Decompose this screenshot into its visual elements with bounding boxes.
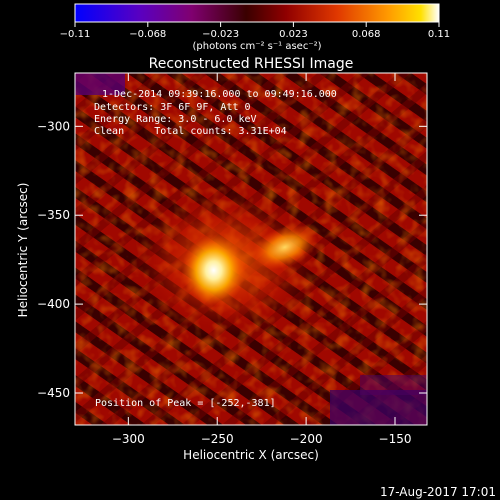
colorbar: −0.11 −0.068 −0.023 0.023 0.068 0.11 (photons… xyxy=(60,3,450,52)
y-tick-label: −300 xyxy=(37,119,70,133)
y-tick-label: −400 xyxy=(37,297,70,311)
peak-source xyxy=(181,234,246,307)
y-tick-label: −350 xyxy=(37,208,70,222)
colorbar-ticks: −0.11 −0.068 −0.023 0.023 0.068 0.11 xyxy=(60,22,450,40)
annotation-detectors: Detectors: 3F 6F 9F, Att 0 xyxy=(94,102,251,113)
colorbar-tick-label: 0.11 xyxy=(428,29,450,40)
x-tick-label: −150 xyxy=(379,432,412,446)
colorbar-tick-label: 0.068 xyxy=(352,29,381,40)
y-tick-label: −450 xyxy=(37,386,70,400)
colorbar-tick-label: −0.11 xyxy=(60,29,91,40)
x-tick-label: −300 xyxy=(112,432,145,446)
colorbar-tick-label: −0.023 xyxy=(202,29,239,40)
plot-frame xyxy=(74,72,428,426)
y-axis-label: Heliocentric Y (arcsec) xyxy=(16,183,30,318)
colorbar-gradient xyxy=(74,3,440,23)
annotation-clean-counts: Clean Total counts: 3.31E+04 xyxy=(94,126,287,137)
heatmap-image xyxy=(75,73,427,425)
annotation-block: 1-Dec-2014 09:39:16.000 to 09:49:16.000 … xyxy=(94,89,337,137)
colorbar-tick-label: −0.068 xyxy=(129,29,166,40)
x-tick-label: −200 xyxy=(290,432,323,446)
x-tick-label: −250 xyxy=(201,432,234,446)
chart-title: Reconstructed RHESSI Image xyxy=(149,56,354,72)
axis-ticks: −300 −250 −200 −150 −300 −350 −400 −450 xyxy=(37,73,427,446)
peak-position-label: Position of Peak = [-252,-381] xyxy=(95,398,276,409)
x-axis-label: Heliocentric X (arcsec) xyxy=(183,448,319,462)
colorbar-tick-label: 0.023 xyxy=(279,29,308,40)
annotation-energy-range: Energy Range: 3.0 - 6.0 keV xyxy=(94,114,257,125)
footer-timestamp: 17-Aug-2017 17:01 xyxy=(380,485,496,499)
colorbar-unit: (photons cm⁻² s⁻¹ asec⁻²) xyxy=(192,41,321,52)
annotation-time-range: 1-Dec-2014 09:39:16.000 to 09:49:16.000 xyxy=(102,89,337,100)
secondary-source xyxy=(252,225,318,270)
